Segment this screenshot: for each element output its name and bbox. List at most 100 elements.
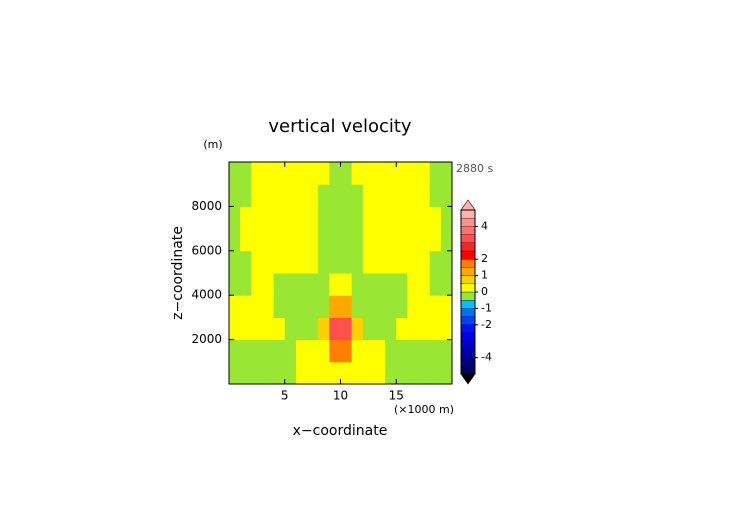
- field-cell: [262, 206, 275, 230]
- field-cell: [251, 228, 263, 252]
- colorbar-band: [460, 226, 476, 235]
- field-cell: [396, 184, 408, 207]
- colorbar-band: [460, 218, 476, 227]
- field-cell: [229, 184, 241, 207]
- colorbar-band: [460, 275, 476, 284]
- field-cell: [418, 250, 431, 274]
- field-cell: [262, 228, 275, 252]
- field-cell: [440, 250, 453, 274]
- field-cell: [429, 295, 442, 318]
- field-cell: [318, 228, 330, 252]
- field-cell: [318, 273, 330, 296]
- field-cell: [318, 162, 330, 185]
- field-cell: [362, 317, 375, 341]
- field-cell: [351, 273, 364, 296]
- field-cell: [407, 162, 420, 185]
- field-cell: [307, 228, 319, 252]
- field-cell: [373, 361, 386, 385]
- field-cell: [362, 162, 375, 185]
- field-cell: [385, 162, 397, 185]
- field-cell: [295, 317, 308, 341]
- colorbar-under: [460, 373, 476, 385]
- field-cell: [373, 184, 386, 207]
- field-cell: [318, 184, 330, 207]
- field-cell: [396, 295, 408, 318]
- field-cell: [373, 250, 386, 274]
- field-cell: [295, 361, 308, 385]
- field-cell: [262, 162, 275, 185]
- time-label: 2880 s: [456, 162, 493, 175]
- field-cell: [418, 273, 431, 296]
- field-cell: [273, 206, 286, 230]
- field-cell: [318, 339, 330, 363]
- field-cell: [407, 317, 420, 341]
- field-cell: [284, 206, 297, 230]
- field-cell: [295, 250, 308, 274]
- field-cell: [262, 317, 275, 341]
- field-cell: [418, 206, 431, 230]
- field-cell: [284, 295, 297, 318]
- field-cell: [373, 339, 386, 363]
- field-cell: [385, 317, 397, 341]
- field-cell: [385, 361, 397, 385]
- field-cell: [373, 295, 386, 318]
- field-cell: [362, 273, 375, 296]
- field-cell: [251, 206, 263, 230]
- colorbar-tick-label: 2: [481, 252, 488, 265]
- field-cell: [262, 361, 275, 385]
- field-cell: [251, 250, 263, 274]
- field-cell: [273, 295, 286, 318]
- field-cell: [340, 361, 353, 385]
- field-cell: [373, 273, 386, 296]
- field-cell: [295, 228, 308, 252]
- field-cell: [273, 273, 286, 296]
- field-cell: [284, 317, 297, 341]
- field-cell: [307, 206, 319, 230]
- field-cell: [385, 228, 397, 252]
- field-cell: [440, 361, 453, 385]
- field-cell: [229, 339, 241, 363]
- field-cell: [318, 295, 330, 318]
- field-cell: [407, 206, 420, 230]
- field-cell: [307, 184, 319, 207]
- field-cell: [407, 250, 420, 274]
- colorbar-band: [460, 234, 476, 243]
- colorbar-band: [460, 332, 476, 342]
- x-tick-label: 10: [333, 389, 348, 403]
- field-cell: [318, 250, 330, 274]
- field-cell: [273, 339, 286, 363]
- field-cell: [251, 184, 263, 207]
- field-cell: [440, 295, 453, 318]
- colorbar-band: [460, 250, 476, 260]
- field-cell: [396, 273, 408, 296]
- colorbar-tick-label: -4: [481, 351, 492, 364]
- colorbar-band: [460, 259, 476, 268]
- field-cell: [340, 317, 353, 341]
- field-cell: [273, 361, 286, 385]
- x-tick-label: 5: [281, 389, 289, 403]
- field-cell: [295, 273, 308, 296]
- y-unit-label: (m): [203, 138, 222, 151]
- field-cell: [262, 184, 275, 207]
- colorbar-tick-label: 1: [481, 269, 488, 282]
- field-cell: [318, 361, 330, 385]
- x-axis-title: x−coordinate: [293, 423, 388, 439]
- colorbar-band: [460, 357, 476, 366]
- field-cell: [418, 228, 431, 252]
- colorbar-band: [460, 291, 476, 301]
- colorbar-band: [460, 267, 476, 276]
- field-cell: [307, 162, 319, 185]
- field-cell: [318, 206, 330, 230]
- field-cell: [396, 162, 408, 185]
- field-cell: [362, 184, 375, 207]
- field-cell: [307, 250, 319, 274]
- field-cell: [307, 339, 319, 363]
- colorbar-tick-label: -1: [481, 301, 492, 314]
- field-cell: [373, 317, 386, 341]
- field-cell: [295, 339, 308, 363]
- field-cell: [229, 273, 241, 296]
- y-tick-label: 6000: [191, 243, 222, 257]
- field-cell: [396, 250, 408, 274]
- field-cell: [251, 273, 263, 296]
- field-cell: [385, 250, 397, 274]
